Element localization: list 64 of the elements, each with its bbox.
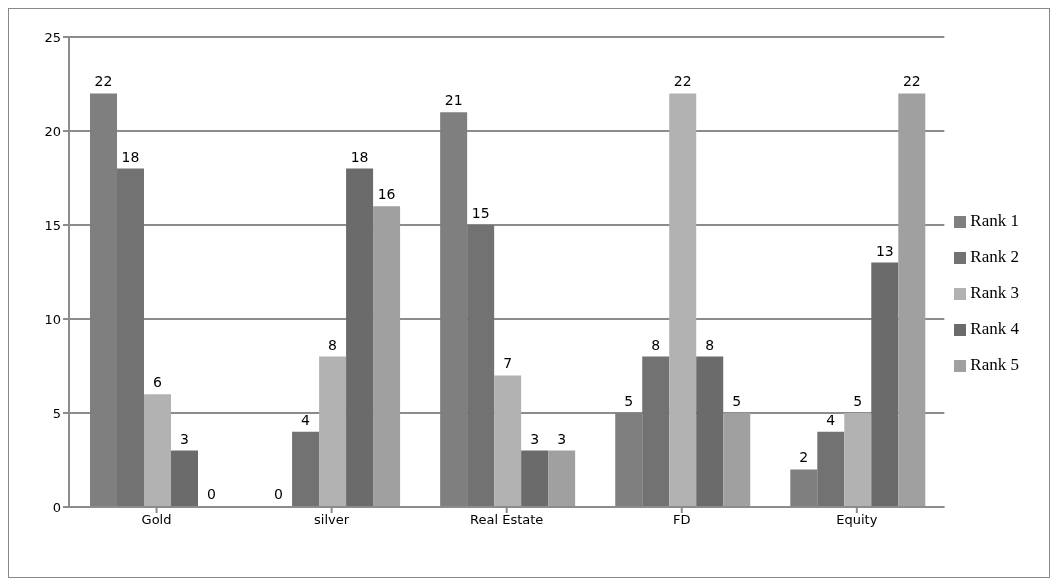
legend-label: Rank 5 bbox=[970, 355, 1019, 374]
data-label: 18 bbox=[121, 148, 140, 165]
data-label: 13 bbox=[875, 242, 894, 259]
data-label: 22 bbox=[94, 73, 113, 90]
y-tick-label: 5 bbox=[52, 405, 61, 421]
bar bbox=[467, 225, 495, 507]
data-label: 5 bbox=[732, 393, 742, 409]
data-label: 3 bbox=[180, 430, 189, 447]
x-tick-label: Gold bbox=[141, 512, 172, 528]
y-tick-label: 0 bbox=[52, 499, 61, 515]
data-label: 0 bbox=[207, 486, 216, 502]
data-label: 18 bbox=[350, 148, 369, 165]
data-label: 2 bbox=[799, 449, 809, 466]
bar bbox=[90, 93, 118, 507]
bar bbox=[817, 431, 845, 507]
y-tick-label: 25 bbox=[44, 29, 61, 45]
legend-label: Rank 1 bbox=[970, 211, 1019, 230]
legend-label: Rank 2 bbox=[970, 247, 1019, 266]
bar bbox=[117, 168, 145, 507]
y-tick-label: 10 bbox=[44, 311, 61, 327]
data-label: 8 bbox=[651, 336, 661, 353]
bar bbox=[373, 206, 401, 507]
bar bbox=[615, 413, 643, 507]
data-label: 8 bbox=[705, 336, 715, 353]
legend-label: Rank 3 bbox=[970, 283, 1019, 302]
data-label: 3 bbox=[557, 430, 567, 447]
data-label: 5 bbox=[624, 393, 634, 409]
bar bbox=[642, 356, 670, 507]
data-label: 4 bbox=[826, 411, 836, 428]
bar bbox=[521, 450, 549, 507]
bar bbox=[144, 394, 172, 507]
data-label: 0 bbox=[274, 486, 284, 502]
bar bbox=[494, 375, 522, 507]
bar bbox=[844, 413, 872, 507]
y-tick-label: 20 bbox=[44, 123, 61, 139]
bar bbox=[346, 168, 374, 507]
x-tick-label: Equity bbox=[836, 512, 878, 528]
x-tick-label: Real Estate bbox=[470, 512, 544, 528]
data-label: 15 bbox=[471, 205, 490, 221]
bar bbox=[790, 469, 818, 507]
bar bbox=[171, 450, 199, 507]
data-label: 6 bbox=[153, 374, 163, 391]
bar bbox=[669, 93, 697, 507]
legend-label: Rank 4 bbox=[970, 319, 1019, 338]
bar bbox=[440, 112, 468, 507]
data-label: 21 bbox=[444, 92, 463, 109]
y-tick-label: 15 bbox=[44, 217, 61, 233]
x-tick-label: FD bbox=[673, 512, 691, 528]
bar bbox=[696, 356, 724, 507]
x-tick-label: silver bbox=[314, 512, 350, 528]
data-label: 5 bbox=[853, 393, 863, 409]
bar bbox=[723, 413, 751, 507]
data-label: 7 bbox=[503, 355, 513, 372]
bar bbox=[871, 262, 899, 507]
bar bbox=[548, 450, 576, 507]
bar bbox=[319, 356, 347, 507]
data-label: 4 bbox=[301, 411, 311, 428]
data-label: 8 bbox=[328, 336, 338, 353]
data-label: 16 bbox=[377, 186, 396, 203]
data-label: 22 bbox=[673, 73, 692, 90]
data-label: 3 bbox=[530, 430, 540, 447]
bar bbox=[898, 93, 926, 507]
data-label: 22 bbox=[902, 73, 921, 90]
bar bbox=[292, 431, 320, 507]
